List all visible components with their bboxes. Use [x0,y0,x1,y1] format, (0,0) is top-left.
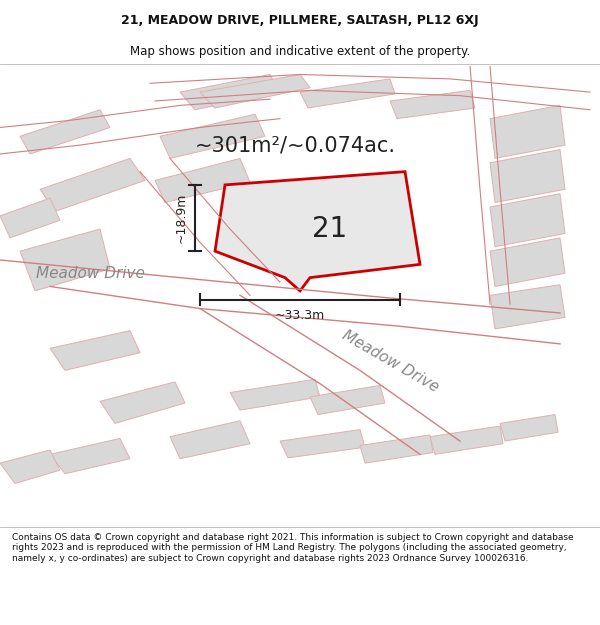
Polygon shape [0,198,60,238]
Polygon shape [310,386,385,414]
Polygon shape [160,114,265,158]
Polygon shape [280,429,365,458]
Polygon shape [230,379,320,410]
Polygon shape [490,238,565,286]
Text: 21: 21 [313,215,347,243]
Text: Meadow Drive: Meadow Drive [35,266,145,281]
Polygon shape [170,421,250,459]
Text: Map shows position and indicative extent of the property.: Map shows position and indicative extent… [130,44,470,58]
Polygon shape [490,285,565,329]
Polygon shape [430,426,503,454]
Text: Meadow Drive: Meadow Drive [339,328,441,395]
Polygon shape [300,79,395,108]
Polygon shape [360,435,433,463]
Polygon shape [490,194,565,247]
Polygon shape [490,106,565,158]
Polygon shape [50,438,130,474]
Polygon shape [155,158,250,202]
Polygon shape [215,172,420,291]
Text: ~301m²/~0.074ac.: ~301m²/~0.074ac. [194,135,395,155]
Polygon shape [40,158,145,211]
Polygon shape [390,91,475,119]
Text: 21, MEADOW DRIVE, PILLMERE, SALTASH, PL12 6XJ: 21, MEADOW DRIVE, PILLMERE, SALTASH, PL1… [121,14,479,28]
Polygon shape [490,149,565,202]
Polygon shape [200,74,310,108]
Polygon shape [20,229,110,291]
Polygon shape [500,414,558,441]
Text: ~33.3m: ~33.3m [275,309,325,322]
Polygon shape [50,331,140,371]
Polygon shape [180,74,280,110]
Polygon shape [100,382,185,423]
Polygon shape [0,450,60,484]
Polygon shape [20,110,110,154]
Text: Contains OS data © Crown copyright and database right 2021. This information is : Contains OS data © Crown copyright and d… [12,533,574,562]
Text: ~18.9m: ~18.9m [175,193,187,243]
